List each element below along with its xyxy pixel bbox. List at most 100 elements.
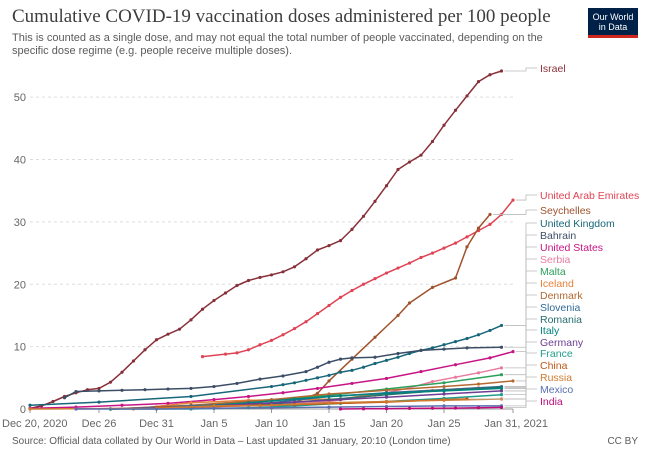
data-point bbox=[131, 359, 136, 363]
data-point bbox=[373, 277, 377, 281]
data-point bbox=[465, 336, 469, 341]
data-point bbox=[120, 403, 124, 407]
data-point bbox=[430, 406, 435, 410]
data-point bbox=[212, 398, 216, 402]
data-point bbox=[430, 285, 435, 289]
data-point bbox=[315, 311, 320, 316]
data-point bbox=[407, 301, 412, 305]
data-point bbox=[166, 332, 170, 336]
data-point bbox=[430, 346, 435, 350]
data-point bbox=[327, 401, 331, 405]
data-point bbox=[258, 377, 262, 381]
legend-label: United Kingdom bbox=[540, 218, 615, 230]
data-point bbox=[453, 241, 458, 245]
data-point bbox=[407, 160, 412, 164]
legend-label: Israel bbox=[540, 63, 566, 75]
data-point bbox=[384, 399, 389, 404]
data-point bbox=[212, 406, 216, 410]
data-point bbox=[120, 370, 124, 374]
data-point bbox=[97, 400, 101, 404]
data-point bbox=[384, 376, 389, 381]
data-point bbox=[361, 365, 366, 369]
data-point bbox=[292, 397, 297, 401]
data-point bbox=[350, 227, 354, 231]
data-point bbox=[442, 392, 446, 396]
data-point bbox=[258, 275, 262, 280]
data-point bbox=[453, 375, 458, 379]
data-point bbox=[384, 388, 389, 392]
data-point bbox=[28, 403, 32, 407]
data-point bbox=[327, 379, 331, 383]
data-point bbox=[74, 389, 78, 394]
series-line bbox=[64, 346, 502, 399]
data-point bbox=[212, 384, 216, 389]
data-point bbox=[304, 369, 308, 374]
data-point bbox=[373, 355, 377, 359]
data-point bbox=[453, 363, 458, 367]
data-point bbox=[292, 400, 297, 404]
data-point bbox=[373, 335, 377, 339]
series-israel bbox=[28, 69, 504, 410]
legend-label: Denmark bbox=[540, 290, 583, 302]
series-line bbox=[29, 324, 502, 407]
data-point bbox=[315, 391, 320, 396]
logo-accent-bar bbox=[588, 35, 638, 38]
series-line bbox=[110, 380, 514, 410]
data-point bbox=[304, 320, 308, 324]
data-point bbox=[419, 255, 423, 260]
data-point bbox=[442, 381, 446, 385]
data-point bbox=[120, 388, 124, 392]
data-point bbox=[465, 235, 469, 239]
data-point bbox=[442, 389, 446, 393]
series-russia bbox=[28, 397, 504, 411]
data-point bbox=[235, 283, 239, 288]
x-tick-label: Jan 25 bbox=[427, 418, 460, 430]
data-point bbox=[235, 381, 239, 386]
data-point bbox=[223, 291, 228, 295]
data-point bbox=[442, 398, 446, 402]
data-point bbox=[442, 343, 446, 347]
data-point bbox=[166, 401, 170, 405]
legend-label: Bahrain bbox=[540, 230, 576, 242]
x-axis: Dec 20, 2020 Dec 26 Dec 31 Jan 5 Jan 10 Jan 1… bbox=[2, 409, 548, 430]
data-point bbox=[304, 378, 308, 382]
legend-connector bbox=[504, 376, 537, 400]
data-point bbox=[465, 245, 469, 249]
data-point bbox=[292, 326, 297, 331]
legend-connector bbox=[504, 270, 537, 376]
data-point bbox=[488, 328, 492, 333]
data-point bbox=[476, 406, 481, 410]
legend-label: Italy bbox=[540, 325, 560, 337]
data-point bbox=[396, 313, 400, 318]
data-point bbox=[419, 153, 423, 157]
data-point bbox=[189, 401, 193, 405]
data-point bbox=[200, 355, 205, 359]
data-point bbox=[74, 407, 78, 411]
legend-label: Seychelles bbox=[540, 205, 591, 217]
data-point bbox=[407, 261, 412, 265]
data-point bbox=[281, 383, 285, 387]
data-point bbox=[281, 333, 285, 337]
license-link[interactable]: CC BY bbox=[607, 436, 638, 447]
legend-label: Iceland bbox=[540, 278, 574, 290]
data-point bbox=[269, 338, 274, 342]
legend-connector bbox=[504, 67, 537, 72]
data-point bbox=[361, 407, 366, 411]
data-point bbox=[143, 348, 147, 352]
data-point bbox=[511, 198, 515, 202]
data-point bbox=[453, 406, 458, 410]
owid-logo[interactable]: Our World in Data bbox=[588, 8, 638, 38]
data-point bbox=[338, 239, 343, 243]
data-point bbox=[419, 348, 423, 352]
x-tick-label: Jan 15 bbox=[312, 418, 345, 430]
y-tick-label: 50 bbox=[14, 92, 26, 104]
data-point bbox=[327, 405, 331, 409]
y-tick-label: 30 bbox=[14, 217, 26, 229]
data-point bbox=[384, 391, 389, 396]
legend-connector bbox=[504, 341, 537, 392]
legend-connector bbox=[516, 194, 537, 201]
legend-label: Serbia bbox=[540, 254, 571, 266]
gridlines bbox=[30, 96, 513, 410]
data-point bbox=[327, 303, 331, 308]
